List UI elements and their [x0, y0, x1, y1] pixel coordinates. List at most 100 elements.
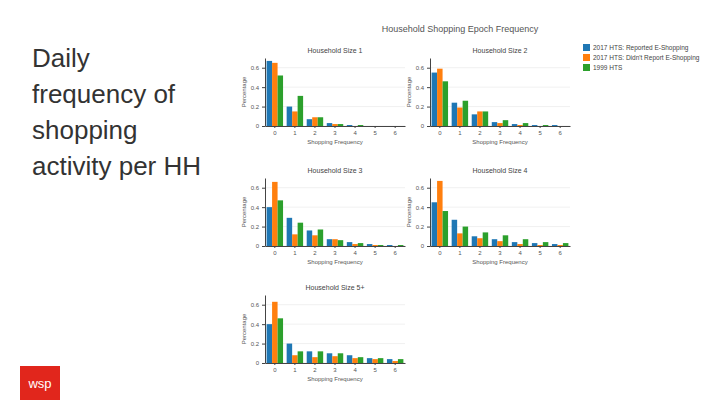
grid-line — [265, 106, 405, 107]
bar — [272, 302, 277, 363]
grid-line — [430, 207, 570, 208]
x-tick: 6 — [559, 126, 563, 136]
x-axis-title: Shopping Frequency — [307, 259, 362, 265]
x-tick-mark — [375, 363, 376, 365]
x-tick: 4 — [353, 126, 357, 136]
bar — [287, 344, 292, 363]
legend-swatch — [583, 44, 590, 51]
bar — [552, 244, 557, 246]
x-tick: 1 — [458, 246, 462, 256]
bars — [267, 302, 404, 363]
bar — [287, 107, 292, 126]
x-tick-label: 5 — [538, 250, 542, 256]
x-tick-label: 1 — [458, 130, 462, 136]
legend-swatch — [583, 64, 590, 71]
grid-line — [265, 343, 405, 344]
x-tick-label: 0 — [438, 250, 442, 256]
x-tick: 3 — [333, 363, 337, 373]
y-tick: 0.4 — [251, 322, 265, 328]
bar — [557, 245, 562, 246]
x-tick-label: 3 — [333, 367, 337, 373]
x-tick: 1 — [293, 246, 297, 256]
bar — [318, 351, 323, 363]
y-tick: 0.6 — [416, 185, 430, 191]
y-tick: 0.4 — [251, 85, 265, 91]
x-tick-mark — [335, 246, 336, 248]
x-tick: 6 — [394, 126, 398, 136]
y-tick-mark — [262, 246, 265, 247]
x-tick: 5 — [373, 246, 377, 256]
x-tick-mark — [500, 246, 501, 248]
y-tick-label: 0 — [421, 243, 425, 249]
x-tick: 5 — [538, 126, 542, 136]
x-tick-label: 4 — [353, 130, 357, 136]
x-axis: 0123456 — [266, 363, 406, 373]
bar — [503, 235, 508, 246]
grid-line — [430, 67, 570, 68]
bar — [472, 114, 477, 126]
bar — [432, 73, 437, 126]
legend-label: 1999 HTS — [593, 64, 623, 71]
bar — [387, 126, 392, 127]
bar — [387, 245, 392, 246]
bar — [477, 238, 482, 246]
x-axis: 0123456 — [266, 246, 406, 256]
y-tick-label: 0.4 — [251, 85, 260, 91]
x-axis-title: Shopping Frequency — [472, 139, 527, 145]
grid-line — [265, 87, 405, 88]
y-tick-label: 0.6 — [251, 302, 260, 308]
y-axis-title: Percentage — [406, 196, 412, 227]
y-tick-label: 0 — [256, 243, 260, 249]
logo: wsp — [20, 366, 60, 400]
x-tick-label: 0 — [273, 367, 277, 373]
x-tick: 4 — [518, 246, 522, 256]
x-tick-label: 0 — [273, 130, 277, 136]
grid-line — [265, 207, 405, 208]
x-tick-mark — [355, 126, 356, 128]
x-tick-mark — [314, 363, 315, 365]
y-tick-mark — [262, 344, 265, 345]
bar — [457, 108, 462, 126]
bar — [358, 243, 363, 246]
y-axis-title: Percentage — [241, 76, 247, 107]
subplot: 00.20.40.60123456Household Size 3Shoppin… — [241, 167, 406, 265]
y-tick: 0 — [256, 360, 265, 366]
y-tick-mark — [262, 107, 265, 108]
x-tick-label: 4 — [353, 367, 357, 373]
bars — [267, 61, 364, 126]
x-tick-mark — [335, 363, 336, 365]
slide-canvas: Household Shopping Epoch Frequencywsp00.… — [0, 0, 720, 405]
y-tick: 0.4 — [251, 205, 265, 211]
x-tick-mark — [459, 126, 460, 128]
y-tick-mark — [427, 68, 430, 69]
subplot-title: Household Size 4 — [473, 167, 528, 174]
y-tick-mark — [262, 363, 265, 364]
y-axis-line — [265, 59, 266, 127]
x-tick-mark — [335, 126, 336, 128]
grid — [265, 68, 405, 126]
x-axis-title: Shopping Frequency — [307, 376, 362, 382]
bar — [278, 75, 283, 126]
bar — [378, 358, 383, 363]
bar — [457, 233, 462, 246]
y-tick: 0.2 — [416, 104, 430, 110]
bar — [338, 353, 343, 363]
bar — [452, 103, 457, 126]
y-axis-line — [430, 179, 431, 247]
bar — [327, 123, 332, 126]
x-tick-mark — [294, 126, 295, 128]
bar — [372, 359, 377, 363]
x-tick: 1 — [458, 126, 462, 136]
y-tick: 0.4 — [416, 85, 430, 91]
y-tick-label: 0.2 — [416, 224, 425, 230]
bar — [552, 125, 557, 126]
x-tick-label: 1 — [293, 367, 297, 373]
x-tick-mark — [375, 126, 376, 128]
x-tick: 0 — [273, 363, 277, 373]
y-tick: 0.6 — [416, 65, 430, 71]
x-tick-mark — [540, 126, 541, 128]
bar — [483, 111, 488, 126]
bar — [287, 218, 292, 246]
x-tick-label: 2 — [313, 367, 317, 373]
bar — [307, 230, 312, 246]
